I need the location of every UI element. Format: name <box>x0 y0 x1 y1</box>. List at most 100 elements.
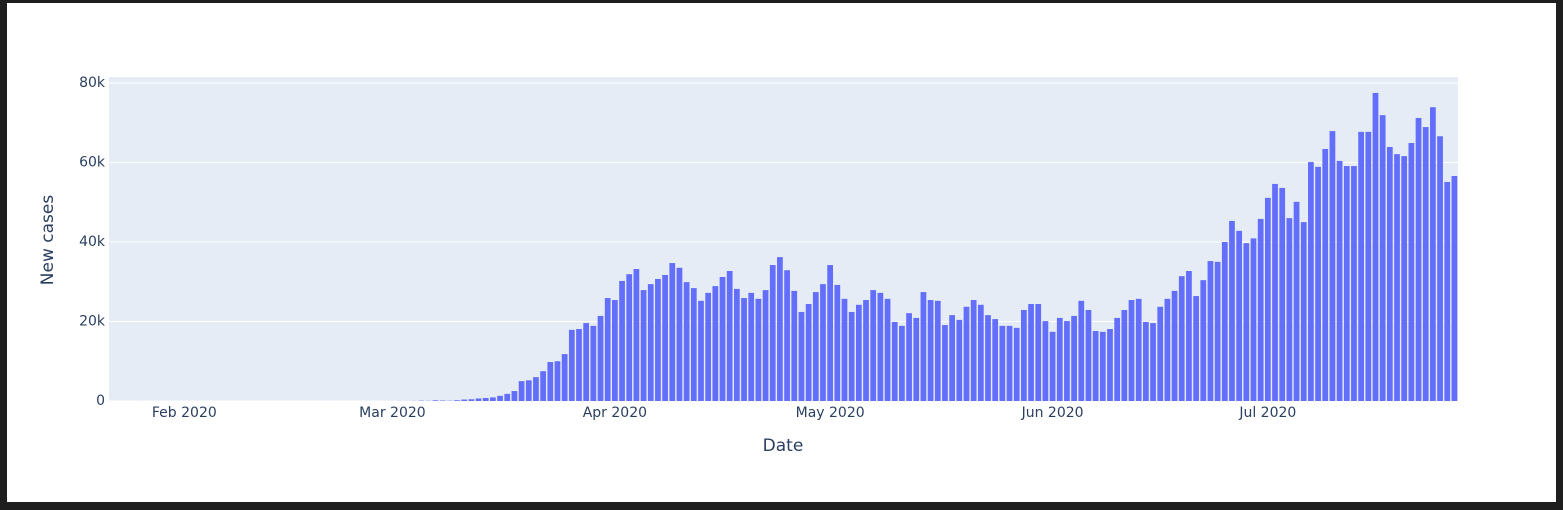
x-tick-label: Feb 2020 <box>152 405 217 421</box>
bar <box>899 325 905 401</box>
bar <box>726 271 733 401</box>
bar <box>949 315 955 401</box>
bar <box>669 263 676 401</box>
bar <box>475 398 482 401</box>
x-tick-label: Apr 2020 <box>583 405 647 421</box>
bar <box>468 399 475 401</box>
bar <box>784 270 790 401</box>
bar <box>1200 280 1207 401</box>
bar <box>891 321 898 401</box>
bar <box>454 400 460 401</box>
bar <box>633 269 640 401</box>
bar <box>877 292 884 401</box>
bar <box>719 276 726 401</box>
bar <box>490 397 496 401</box>
bar <box>690 288 697 401</box>
bar <box>1365 131 1372 402</box>
bar <box>1186 271 1192 401</box>
bar <box>1372 92 1379 401</box>
bar <box>1250 238 1257 401</box>
bar <box>1444 181 1451 401</box>
bar <box>733 288 740 401</box>
y-tick-label: 20k <box>79 313 106 329</box>
bar <box>1300 222 1307 401</box>
bar <box>977 304 984 401</box>
bar <box>1379 115 1386 401</box>
bar <box>927 300 934 401</box>
bar <box>1121 309 1128 401</box>
bar <box>432 400 439 401</box>
bar <box>755 298 762 401</box>
bar <box>1329 131 1336 401</box>
bar <box>769 265 776 401</box>
bar <box>906 313 912 401</box>
bar <box>863 300 869 401</box>
y-tick-label: 80k <box>79 75 106 91</box>
bar <box>583 323 590 401</box>
bar <box>748 292 755 401</box>
bar <box>1049 331 1056 401</box>
bar <box>1157 306 1164 401</box>
bar <box>827 265 834 401</box>
bar <box>1035 303 1042 401</box>
bar <box>561 354 568 401</box>
bar <box>597 315 604 401</box>
bar <box>1415 117 1422 402</box>
bar <box>698 300 704 401</box>
bar <box>1430 107 1436 401</box>
y-tick-label: 60k <box>79 154 106 170</box>
bar <box>1286 218 1293 401</box>
bar <box>1394 154 1400 401</box>
bar <box>1107 329 1113 401</box>
bar <box>497 395 503 401</box>
bar <box>1078 300 1085 401</box>
bar <box>1099 331 1106 401</box>
bar <box>604 298 611 401</box>
bar <box>884 298 891 401</box>
bar <box>1071 315 1077 401</box>
bar <box>1135 298 1142 401</box>
bar <box>1343 166 1350 401</box>
x-tick-label: May 2020 <box>796 405 865 421</box>
bar <box>1150 323 1156 401</box>
bar <box>1085 309 1092 401</box>
bar <box>798 311 805 401</box>
bar <box>841 298 848 401</box>
bar <box>805 303 812 401</box>
bar <box>1142 321 1149 401</box>
bar <box>576 329 582 401</box>
bar <box>518 381 525 401</box>
bar <box>1401 156 1408 401</box>
bar <box>1308 162 1314 401</box>
bar <box>482 397 489 401</box>
bar <box>1229 220 1235 401</box>
bar <box>640 290 647 401</box>
bar <box>590 325 597 401</box>
bar <box>1336 160 1343 401</box>
bar <box>619 280 625 401</box>
bar <box>942 325 948 401</box>
bar <box>1193 296 1199 401</box>
x-tick-label: Jul 2020 <box>1238 405 1296 421</box>
x-tick-label: Jun 2020 <box>1021 405 1084 421</box>
y-tick-label: 40k <box>79 234 106 250</box>
bar <box>1028 303 1034 401</box>
x-axis-title: Date <box>763 436 804 456</box>
bar <box>655 278 661 401</box>
bar <box>1164 298 1171 401</box>
bar <box>1351 166 1357 401</box>
bar <box>533 377 539 401</box>
bar <box>612 300 618 401</box>
bar <box>554 361 561 401</box>
bar <box>540 371 546 401</box>
bar <box>913 317 920 401</box>
bar <box>626 274 633 401</box>
bar <box>1006 325 1013 401</box>
bar <box>1272 183 1278 401</box>
x-tick-label: Mar 2020 <box>359 405 426 421</box>
y-tick-label: 0 <box>96 393 105 409</box>
bar <box>1064 321 1070 401</box>
bar <box>705 292 712 401</box>
bar <box>1386 146 1393 401</box>
